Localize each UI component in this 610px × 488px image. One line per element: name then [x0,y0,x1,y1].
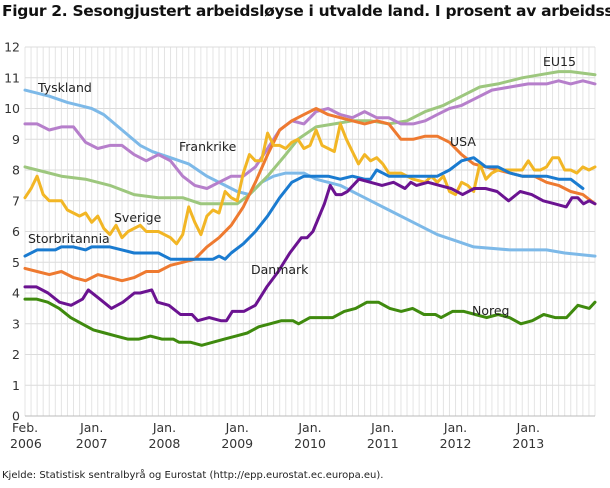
y-tick-label: 7 [12,193,20,208]
x-tick-label: 2006 [10,436,42,451]
series-line-storbritannia [23,156,585,261]
x-tick-label: 2011 [367,436,399,451]
y-tick-label: 12 [4,40,20,55]
y-tick-label: 1 [12,378,20,393]
y-tick-label: 10 [4,101,20,116]
x-tick-label: Feb. [12,420,38,435]
series-label-noreg: Noreg [472,303,510,318]
series-line-eu15 [23,70,597,206]
y-tick-label: 0 [12,409,20,424]
series-line-danmark [23,177,597,323]
series-label-danmark: Danmark [251,262,309,277]
x-tick-label: Jan. [370,420,394,435]
x-tick-label: Jan. [152,420,176,435]
x-tick-label: 2007 [76,436,108,451]
series-line-frankrike [23,79,597,190]
x-tick-label: Jan. [297,420,321,435]
x-tick-label: Jan. [516,420,540,435]
x-tick-label: 2009 [221,436,253,451]
series-line-noreg [23,297,597,347]
series-labels: Tyskland EU15 Frankrike USA Sverige Storbrita… [28,54,576,318]
series-label-tyskland: Tyskland [37,80,92,95]
y-tick-label: 6 [12,224,20,239]
y-tick-label: 5 [12,255,20,270]
y-tick-label: 11 [4,70,20,85]
y-tick-label: 4 [12,286,20,301]
series-label-sverige: Sverige [114,210,162,225]
grid-lines [24,46,596,417]
x-tick-label: Jan. [225,420,249,435]
x-tick-label: Jan. [79,420,103,435]
x-tick-label: 2012 [440,436,472,451]
source-note: Kjelde: Statistisk sentralbyrå og Eurost… [2,470,384,481]
y-tick-label: 3 [12,316,20,331]
x-tick-label: Jan. [443,420,467,435]
x-tick-label: 2013 [512,436,544,451]
series-label-eu15: EU15 [543,54,576,69]
series-label-usa: USA [450,134,476,149]
x-tick-label: 2010 [294,436,326,451]
series-label-frankrike: Frankrike [179,139,237,154]
series-label-storbritannia: Storbritannia [28,231,110,246]
series-lines [23,70,597,347]
x-tick-label: 2008 [149,436,181,451]
y-tick-label: 2 [12,347,20,362]
y-tick-label: 8 [12,163,20,178]
y-tick-label: 9 [12,132,20,147]
chart-title: Figur 2. Sesongjustert arbeidsløyse i ut… [2,2,610,20]
x-axis-ticks: Feb.2006Jan.2007Jan.2008Jan.2009Jan.2010… [10,420,544,451]
